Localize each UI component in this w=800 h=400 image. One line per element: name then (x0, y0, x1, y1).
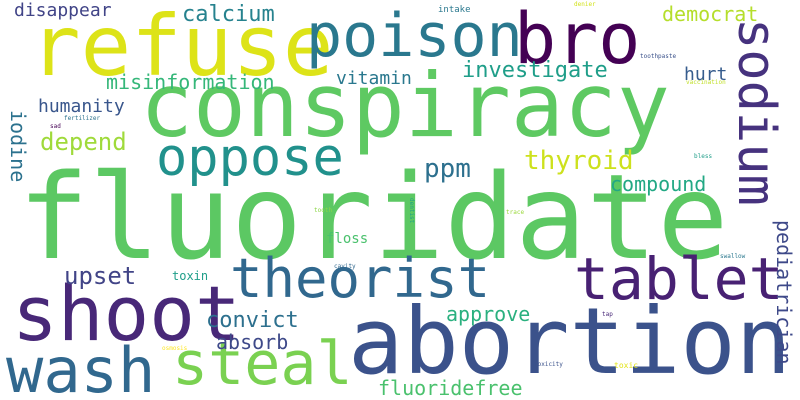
word-wash: wash (6, 334, 156, 400)
word-shoot: shoot (12, 269, 241, 358)
word-vitamin: vitamin (336, 68, 412, 89)
word-toxin: toxin (172, 269, 209, 283)
word-poison: poison (306, 1, 523, 71)
word-misinformation: misinformation (106, 70, 275, 94)
word-refuse: refuse (30, 0, 334, 95)
word-pediatrician: pediatrician (772, 220, 796, 365)
word-sad: sad (50, 123, 61, 130)
word-denier: denier (574, 1, 596, 8)
word-theorist: theorist (230, 247, 491, 310)
word-ppm: ppm (424, 154, 471, 184)
word-intake: intake (438, 5, 471, 15)
word-disappear: disappear (14, 0, 112, 21)
word-thyroid: thyroid (524, 146, 634, 176)
word-abortion: abortion (348, 288, 792, 395)
word-conspiracy: conspiracy (140, 54, 670, 157)
word-bless: bless (694, 153, 713, 160)
word-absorb: absorb (216, 330, 289, 354)
word-fluoridate: fluoridate (18, 148, 729, 286)
word-fertilizer: fertilizer (64, 115, 101, 122)
word-floss: floss (326, 231, 369, 247)
word-vaccination: vaccination (686, 79, 726, 86)
word-hurt: hurt (684, 64, 728, 85)
word-investigate: investigate (462, 58, 608, 83)
word-iodine: iodine (6, 110, 30, 183)
word-dentist: dentist (408, 198, 415, 224)
word-trace: trace (506, 209, 525, 216)
word-steal: steal (172, 329, 353, 399)
word-tablet: tablet (574, 245, 784, 313)
word-democrat: democrat (662, 2, 759, 26)
word-toothpaste: toothpaste (640, 53, 677, 60)
word-calcium: calcium (182, 2, 275, 27)
word-toxicity: toxicity (534, 361, 563, 368)
word-approve: approve (446, 302, 531, 326)
word-sodium: sodium (726, 18, 786, 206)
word-depend: depend (40, 128, 127, 156)
word-tooth: tooth (314, 207, 333, 214)
word-oppose: oppose (156, 128, 344, 188)
word-humanity: humanity (38, 96, 125, 117)
word-tap: tap (602, 311, 613, 318)
word-cavity: cavity (334, 263, 356, 270)
word-upset: upset (64, 262, 137, 290)
word-toxic: toxic (614, 361, 639, 370)
word-fluoridefree: fluoridefree (378, 376, 523, 400)
word-bro: bro (514, 0, 641, 80)
word-convict: convict (206, 308, 299, 333)
word-osmosis: osmosis (162, 345, 188, 352)
word-compound: compound (610, 172, 707, 196)
word-swallow: swallow (720, 253, 746, 260)
